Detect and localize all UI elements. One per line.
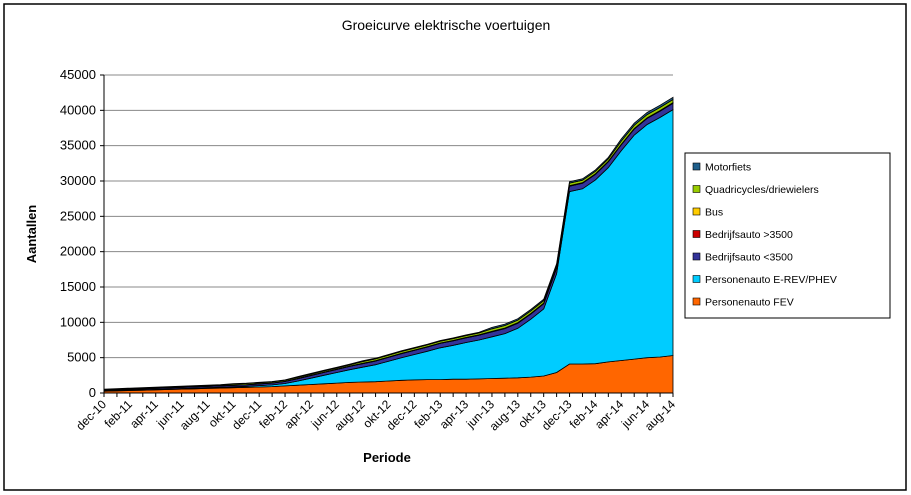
legend-label: Bus: [705, 207, 723, 219]
area: [103, 96, 674, 390]
legend-swatch: [692, 275, 701, 283]
legend-label: Personenauto FEV: [705, 297, 794, 309]
chart-title: Groeicurve elektrische voertuigen: [342, 17, 551, 33]
legend-swatch: [692, 185, 701, 193]
legend-swatch: [692, 162, 701, 171]
legend-label: Motorfiets: [705, 162, 751, 174]
legend-swatch: [692, 207, 701, 216]
y-tick-label: 15000: [60, 279, 96, 294]
x-axis-label: Periode: [363, 450, 411, 465]
legend-swatch: [692, 297, 701, 306]
y-tick-label: 0: [89, 385, 96, 400]
y-tick-label: 45000: [60, 67, 96, 82]
y-tick-label: 40000: [60, 102, 96, 117]
legend-label: Bedrijfsauto >3500: [705, 229, 793, 241]
y-tick-label: 35000: [60, 138, 96, 153]
legend-label: Bedrijfsauto <3500: [705, 252, 793, 264]
legend-label: Personenauto E-REV/PHEV: [705, 274, 837, 286]
y-axis-label: Aantallen: [24, 205, 39, 264]
y-tick-label: 10000: [60, 314, 96, 329]
legend-swatch: [692, 252, 701, 261]
y-tick-label: 5000: [67, 350, 96, 365]
y-tick-label: 20000: [60, 244, 96, 259]
legend-swatch: [692, 230, 701, 238]
legend-label: Quadricycles/driewielers: [705, 184, 819, 196]
legend: [684, 152, 891, 319]
y-tick-label: 30000: [60, 173, 96, 188]
y-tick-label: 25000: [60, 208, 96, 223]
